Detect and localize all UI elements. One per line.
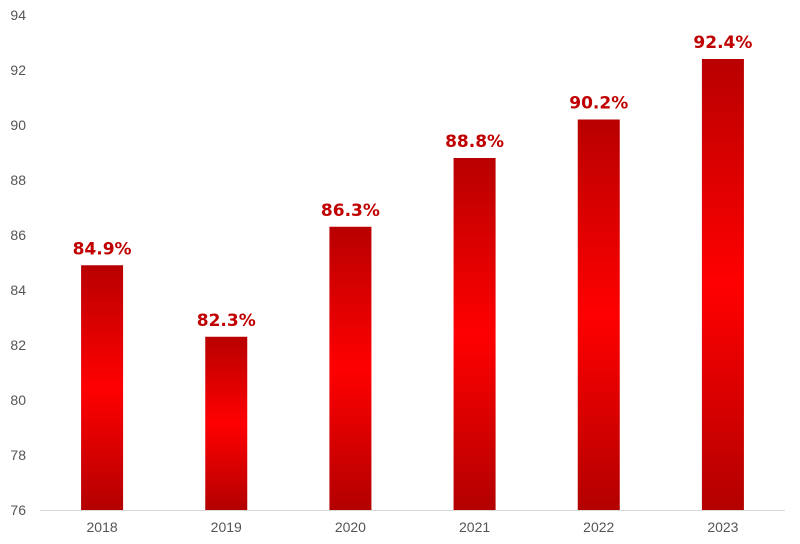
x-tick-label: 2023 [707, 519, 738, 535]
data-label: 82.3% [197, 311, 256, 331]
bar [577, 119, 620, 510]
x-tick-label: 2018 [87, 519, 118, 535]
x-tick-label: 2021 [459, 519, 490, 535]
bar [453, 158, 496, 510]
y-tick-label: 86 [10, 227, 26, 243]
y-tick-label: 82 [10, 337, 26, 353]
y-tick-label: 78 [10, 447, 26, 463]
x-tick-label: 2020 [335, 519, 366, 535]
bar [81, 265, 124, 510]
bars [81, 59, 744, 510]
y-tick-label: 92 [10, 62, 26, 78]
data-label: 84.9% [73, 239, 132, 259]
data-label: 92.4% [693, 33, 752, 53]
data-labels: 84.9% 82.3% 86.3% 88.8% 90.2% 92.4% [73, 33, 753, 331]
bar [205, 336, 248, 510]
bar [701, 59, 744, 510]
x-tick-label: 2022 [583, 519, 614, 535]
y-tick-label: 76 [10, 502, 26, 518]
data-label: 86.3% [321, 201, 380, 221]
bar [329, 226, 372, 510]
y-tick-label: 84 [10, 282, 26, 298]
x-tick-label: 2019 [211, 519, 242, 535]
data-label: 90.2% [569, 94, 628, 114]
data-label: 88.8% [445, 132, 504, 152]
y-tick-label: 94 [10, 7, 26, 23]
y-tick-label: 90 [10, 117, 26, 133]
y-tick-label: 80 [10, 392, 26, 408]
y-axis: 76 78 80 82 84 86 88 90 92 94 [10, 7, 26, 518]
y-tick-label: 88 [10, 172, 26, 188]
x-axis: 2018 2019 2020 2021 2022 2023 [40, 510, 785, 535]
